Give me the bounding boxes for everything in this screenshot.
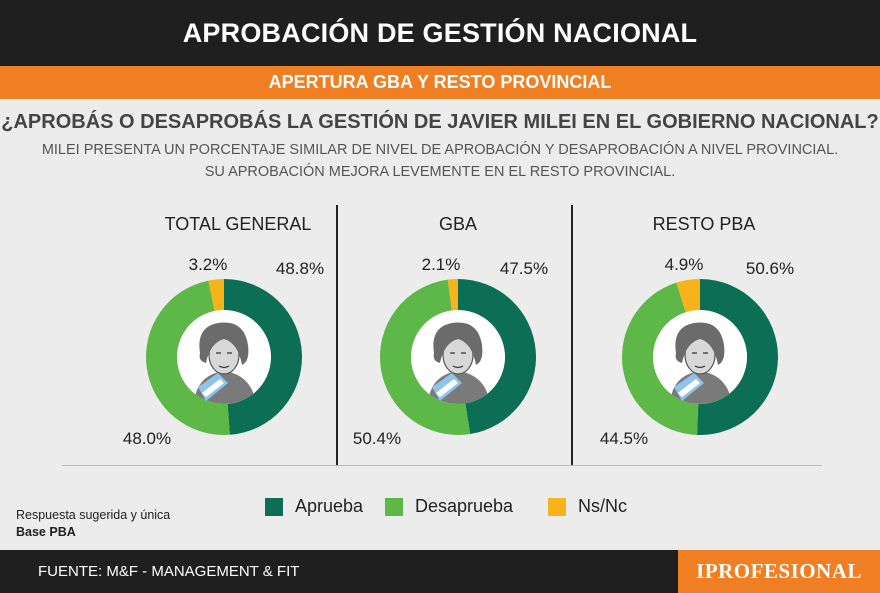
legend-label: Aprueba [295,496,364,516]
value-label-nsnc: 2.1% [422,255,461,274]
legend: Aprueba Desaprueba Ns/Nc [0,496,880,520]
value-label-nsnc: 4.9% [665,255,704,274]
subheader-bar: APERTURA GBA Y RESTO PROVINCIAL [0,66,880,99]
segment-desaprueba [379,279,471,436]
chart-title: RESTO PBA [653,214,756,234]
portrait-icon [411,310,505,404]
portrait-sash-stripe [436,379,458,397]
segment-nsnc [676,279,700,313]
portrait-sash-stripe [202,379,224,397]
legend-item-aprueba: Aprueba [265,496,363,517]
value-label-aprueba: 50.6% [746,259,794,278]
header-bar: APROBACIÓN DE GESTIÓN NACIONAL [0,0,880,66]
brand-text: IPROFESIONAL [696,559,862,583]
chart-baseline-divider [62,465,822,466]
chart-gba: GBA 47.5% 50.4% 2.1% [353,214,548,448]
value-label-aprueba: 47.5% [500,259,548,278]
legend-swatch [548,497,566,516]
legend-item-desaprueba: Desaprueba [385,496,513,517]
segment-aprueba [224,279,302,435]
page-subtitle: APERTURA GBA Y RESTO PROVINCIAL [268,72,612,92]
portrait-hair [199,322,249,365]
donut-segments [622,279,779,435]
legend-item-nsnc: Ns/Nc [548,496,627,517]
donut-segments [379,279,536,436]
portrait-icon [177,310,271,404]
portrait-hair [433,322,483,365]
value-label-desaprueba: 48.0% [123,429,171,448]
portrait-hair [675,322,725,365]
segment-aprueba [458,279,536,435]
description: MILEI PRESENTA UN PORCENTAJE SIMILAR DE … [0,139,880,183]
legend-swatch [265,497,283,516]
value-label-desaprueba: 50.4% [353,429,401,448]
segment-nsnc [208,279,224,311]
value-label-aprueba: 48.8% [276,259,324,278]
column-divider-2 [571,205,573,465]
column-divider-1 [336,205,338,465]
portrait-features [450,352,466,369]
footnote-line-1: Respuesta sugerida y única [16,508,171,522]
segment-nsnc [447,279,458,311]
portrait-sash-stripe [678,379,700,397]
portrait-icon [653,310,747,404]
value-label-nsnc: 3.2% [189,255,228,274]
chart-resto-pba: RESTO PBA 50.6% 44.5% 4.9% [600,214,794,448]
donut-segments [146,279,302,435]
footer-bar: FUENTE: M&F - MANAGEMENT & FIT IPROFESIO… [0,550,880,593]
legend-label: Desaprueba [415,496,514,516]
chart-title: TOTAL GENERAL [165,214,312,234]
value-label-desaprueba: 44.5% [600,429,648,448]
footnote: Respuesta sugerida y única Base PBA [16,507,170,541]
legend-swatch [385,497,403,516]
footnote-line-2: Base PBA [16,525,76,539]
description-line-2: SU APROBACIÓN MEJORA LEVEMENTE EN EL RES… [204,164,676,180]
portrait-features [692,352,708,369]
chart-title: GBA [439,214,477,234]
segment-desaprueba [146,280,230,435]
segment-desaprueba [622,282,699,435]
source-text: FUENTE: M&F - MANAGEMENT & FIT [38,563,300,580]
description-line-1: MILEI PRESENTA UN PORCENTAJE SIMILAR DE … [41,142,839,158]
legend-label: Ns/Nc [578,496,627,516]
segment-aprueba [697,279,779,435]
portrait-features [216,352,232,369]
page-title: APROBACIÓN DE GESTIÓN NACIONAL [182,17,698,48]
chart-total-general: TOTAL GENERAL 48.8% 48.0% 3.2% [123,214,324,448]
survey-question: ¿APROBÁS O DESAPROBÁS LA GESTIÓN DE JAVI… [1,111,879,133]
brand-logo: IPROFESIONAL [678,550,880,593]
